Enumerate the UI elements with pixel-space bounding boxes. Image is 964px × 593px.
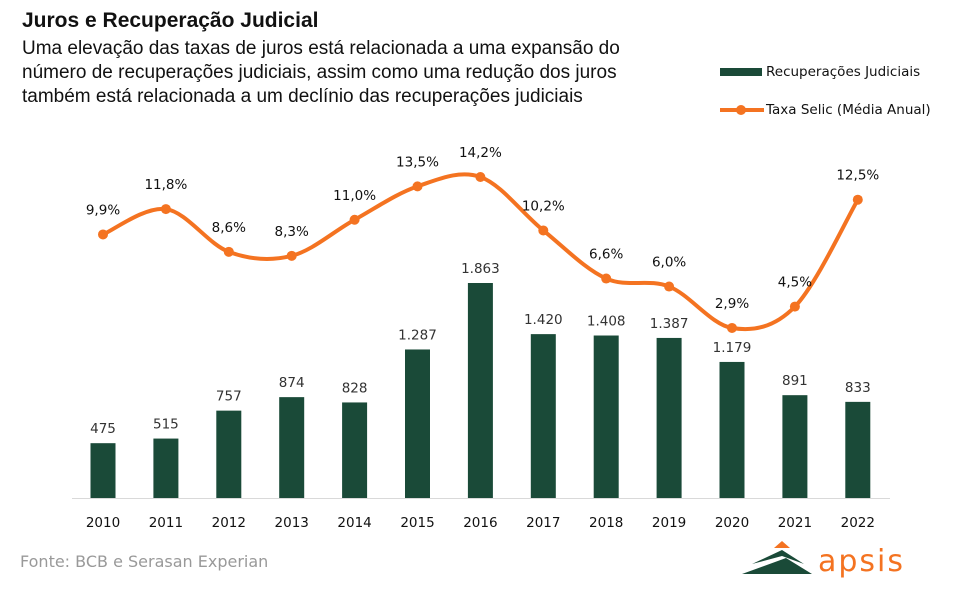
x-tick-label-2016: 2016 bbox=[463, 515, 497, 531]
bar-2021 bbox=[782, 395, 808, 498]
selic-point-2019 bbox=[664, 281, 675, 292]
x-tick-label-2013: 2013 bbox=[275, 515, 309, 531]
x-tick-label-2019: 2019 bbox=[652, 515, 686, 531]
selic-label-2021: 4,5% bbox=[778, 275, 812, 291]
x-tick-label-2022: 2022 bbox=[841, 515, 875, 531]
selic-point-2014 bbox=[349, 214, 360, 225]
x-tick-label-2012: 2012 bbox=[212, 515, 246, 531]
selic-label-2013: 8,3% bbox=[275, 224, 309, 240]
legend-item-bars: Recuperações Judiciais bbox=[720, 64, 920, 80]
selic-label-2022: 12,5% bbox=[836, 168, 879, 184]
bar-2014 bbox=[342, 402, 368, 498]
selic-point-2012 bbox=[223, 246, 234, 257]
bar-label-2016: 1.863 bbox=[461, 261, 500, 277]
x-tick-label-2021: 2021 bbox=[778, 515, 812, 531]
selic-point-2011 bbox=[160, 204, 171, 215]
x-tick-label-2017: 2017 bbox=[526, 515, 560, 531]
selic-label-2010: 9,9% bbox=[86, 202, 120, 218]
apsis-logo: apsis bbox=[742, 538, 912, 582]
bar-label-2022: 833 bbox=[845, 380, 871, 396]
selic-label-2020: 2,9% bbox=[715, 296, 749, 312]
bar-label-2012: 757 bbox=[216, 389, 242, 405]
selic-point-2022 bbox=[852, 194, 863, 205]
selic-point-2010 bbox=[98, 229, 108, 240]
bar-2011 bbox=[153, 438, 179, 498]
bar-2013 bbox=[279, 397, 305, 498]
selic-label-2012: 8,6% bbox=[212, 220, 246, 236]
bar-2015 bbox=[405, 349, 430, 498]
bar-2017 bbox=[530, 334, 556, 498]
legend-swatch-line bbox=[720, 105, 764, 115]
selic-label-2017: 10,2% bbox=[522, 198, 565, 214]
selic-label-2019: 6,0% bbox=[652, 255, 686, 271]
bar-2022 bbox=[845, 401, 871, 498]
bar-label-2013: 874 bbox=[279, 375, 305, 391]
selic-point-2013 bbox=[286, 250, 297, 261]
bar-label-2019: 1.387 bbox=[650, 316, 689, 332]
selic-label-2015: 13,5% bbox=[396, 154, 439, 170]
svg-text:apsis: apsis bbox=[818, 544, 905, 578]
selic-point-2021 bbox=[789, 301, 800, 312]
bar-2016 bbox=[467, 283, 493, 498]
bar-label-2018: 1.408 bbox=[587, 314, 626, 330]
selic-label-2014: 11,0% bbox=[333, 188, 376, 204]
x-tick-label-2011: 2011 bbox=[149, 515, 183, 531]
selic-point-2018 bbox=[601, 273, 612, 284]
selic-label-2018: 6,6% bbox=[589, 247, 623, 263]
selic-point-2015 bbox=[412, 181, 423, 192]
source-note: Fonte: BCB e Serasan Experian bbox=[20, 552, 269, 571]
bar-label-2015: 1.287 bbox=[398, 327, 437, 343]
chart-title: Juros e Recuperação Judicial bbox=[22, 9, 319, 32]
bar-label-2021: 891 bbox=[782, 373, 808, 389]
bar-label-2011: 515 bbox=[153, 417, 179, 433]
bar-2012 bbox=[216, 410, 242, 498]
x-tick-label-2010: 2010 bbox=[86, 515, 120, 531]
bar-2019 bbox=[656, 337, 682, 498]
selic-label-2016: 14,2% bbox=[459, 145, 502, 161]
x-tick-label-2018: 2018 bbox=[589, 515, 623, 531]
chart-subtitle: Uma elevação das taxas de juros está rel… bbox=[22, 38, 620, 107]
legend-swatch-bars bbox=[720, 68, 762, 76]
x-tick-label-2020: 2020 bbox=[715, 515, 749, 531]
bar-label-2020: 1.179 bbox=[713, 340, 752, 356]
bar-label-2014: 828 bbox=[342, 380, 368, 396]
selic-point-2016 bbox=[475, 172, 486, 182]
legend-item-line: Taxa Selic (Média Anual) bbox=[720, 102, 931, 118]
bar-label-2010: 475 bbox=[90, 421, 116, 437]
selic-label-2011: 11,8% bbox=[144, 177, 187, 193]
bar-2020 bbox=[719, 361, 745, 498]
legend-label-bars: Recuperações Judiciais bbox=[766, 64, 921, 80]
bar-2018 bbox=[593, 335, 619, 498]
x-tick-label-2014: 2014 bbox=[337, 515, 371, 531]
legend-label-line: Taxa Selic (Média Anual) bbox=[766, 102, 931, 118]
selic-point-2017 bbox=[538, 225, 549, 236]
bar-label-2017: 1.420 bbox=[524, 312, 563, 328]
selic-point-2020 bbox=[727, 322, 737, 333]
x-tick-label-2015: 2015 bbox=[400, 515, 434, 531]
bar-2010 bbox=[90, 443, 116, 498]
